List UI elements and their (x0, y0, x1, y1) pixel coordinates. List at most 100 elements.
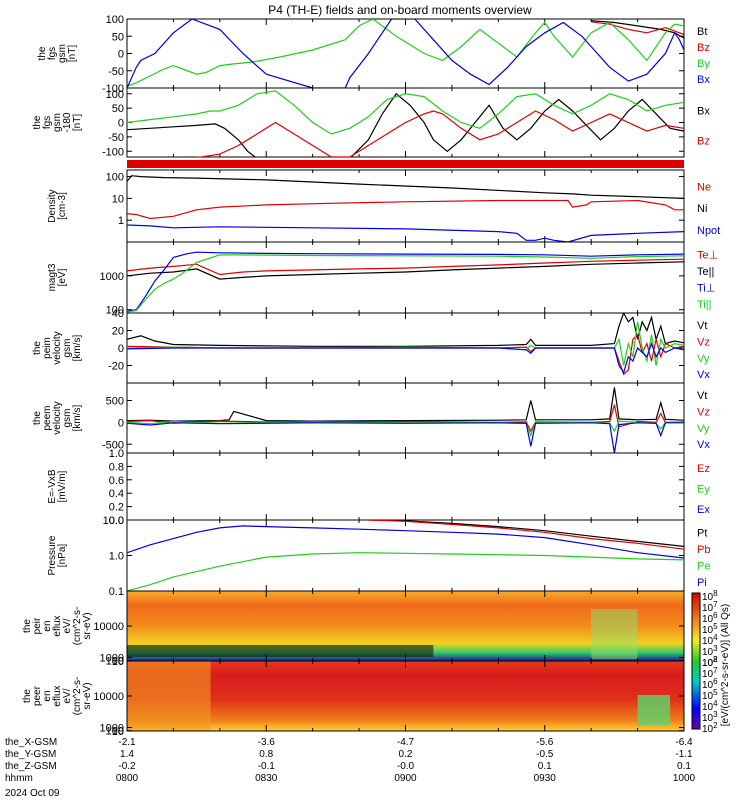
heat-patch (637, 695, 671, 725)
footer-value: -1.1 (675, 749, 693, 760)
axis-label: en (42, 690, 53, 701)
series-Vy (127, 321, 684, 366)
panel-temperature: 1000 100 magt3 [eV] Te⊥ Te|| Ti⊥ Ti|| (47, 241, 718, 317)
ytick-label: 0 (118, 417, 124, 429)
footer-row-label: the_Y-GSM (5, 749, 56, 760)
axis-label: peem (42, 405, 53, 430)
ytick-label: 10000 (93, 691, 124, 703)
ytick-label: 0 (118, 343, 124, 355)
axis-label: the (32, 115, 43, 129)
axis-label: gsm (62, 339, 73, 358)
legend-Ni: Ni (697, 203, 707, 215)
legend-Bx: Bx (697, 106, 710, 118)
ytick-label: -100 (102, 83, 124, 95)
footer-value: 0.1 (538, 761, 552, 772)
ytick-label: 500 (106, 396, 124, 408)
ytick-label: 100 (106, 14, 124, 26)
footer-value: -3.6 (258, 737, 276, 748)
series-Pb (368, 520, 684, 550)
series-Vt (127, 387, 684, 422)
series-Vx (127, 341, 684, 374)
legend-Bx: Bx (697, 74, 710, 86)
legend-Pt: Pt (697, 527, 707, 539)
panel-peim_velocity: 40 20 0 -20 the peim velocity gsm [km/s] Vt Vz Vy Vx (32, 308, 710, 384)
series-Ti⊥ (127, 251, 684, 312)
footer-value: 0900 (394, 773, 417, 784)
axis-label: [mV/m] (57, 470, 68, 502)
panel-frame (126, 382, 685, 454)
legend-Npot: Npot (697, 225, 720, 237)
ytick-label: 1 (118, 215, 124, 227)
series-Vz (127, 404, 684, 433)
footer-value: -0.0 (397, 761, 415, 772)
panel-peem_velocity: 500 0 -500 the peem velocity gsm [km/s] Vt Vz Vy Vx (32, 382, 710, 454)
axis-label: magt3 (47, 263, 58, 291)
axis-label: the (32, 411, 43, 425)
axis-label: gsm (62, 409, 73, 428)
footer-value: -0.2 (118, 761, 136, 772)
colorbar-tick-top: 103 (702, 644, 718, 658)
footer-value: 0.8 (259, 749, 273, 760)
ytick-label: 1000 (100, 723, 124, 735)
footer-value: 1000 (673, 773, 696, 784)
axis-label: eflux (52, 615, 63, 636)
footer-value: -5.6 (536, 737, 554, 748)
footer-value: 0830 (255, 773, 278, 784)
ytick-label: -50 (108, 66, 124, 78)
ytick-label: 50 (112, 31, 124, 43)
heat-low-band (127, 645, 434, 657)
legend-Te||: Te|| (697, 266, 714, 278)
heat-early (127, 661, 211, 731)
ytick-label: 0 (118, 49, 124, 61)
panel-fgs_gsm: 100 50 0 -50 -100 the fgs gsm [nT] Bt Bz By Bx (37, 14, 710, 95)
colorbar-tick-top: 107 (702, 600, 718, 614)
footer-value: -0.5 (536, 749, 554, 760)
axis-label: the (37, 46, 48, 60)
ytick-label: 10 (112, 726, 124, 738)
ytick-label: -100 (102, 146, 124, 158)
ytick-label: 10 (112, 193, 124, 205)
series-By (127, 19, 684, 87)
axis-label: E=-VxB (47, 469, 58, 504)
colorbar-tick-bottom: 102 (702, 721, 718, 735)
footer-value: 0.1 (677, 761, 691, 772)
series-Ne (127, 199, 684, 220)
legend-Ne: Ne (697, 181, 711, 193)
footer-row-label: the_Z-GSM (5, 761, 57, 772)
ytick-label: 0.6 (109, 475, 124, 487)
axis-label: sr-eV) (82, 612, 93, 639)
axis-label: the (22, 689, 33, 703)
ytick-label: 0.2 (109, 502, 124, 514)
ytick-label: 20 (112, 326, 124, 338)
footer-value: -2.1 (118, 737, 136, 748)
axis-label: peer (32, 685, 43, 706)
footer: the_X-GSMthe_Y-GSMthe_Z-GSMhhmm-2.11.4-0… (5, 737, 696, 784)
colorbar-tick-bottom: 106 (702, 677, 718, 691)
colorbar-tick-bottom: 107 (702, 666, 718, 680)
ytick-label: 0.0 (109, 515, 124, 527)
ytick-label: 0.1 (109, 586, 124, 598)
legend-Ti||: Ti|| (697, 299, 711, 311)
series-Bx (127, 92, 684, 157)
footer-value: 1.4 (120, 749, 134, 760)
series-Npot (127, 224, 684, 242)
series-Bz (193, 110, 684, 157)
legend-Vx: Vx (697, 369, 710, 381)
colorbar-tick-bottom: 103 (702, 710, 718, 724)
axis-label: velocity (52, 331, 63, 364)
axis-label: en (42, 620, 53, 631)
series-By (127, 90, 684, 135)
axis-label: Density (47, 189, 58, 222)
date-label: 2024 Oct 09 (5, 788, 60, 799)
series-Pe (127, 552, 684, 591)
ytick-label: 100 (106, 172, 124, 184)
axis-label: [nT] (67, 45, 78, 62)
colorbar-bar (691, 592, 701, 730)
ytick-label: 0.4 (109, 488, 124, 500)
legend-Bt: Bt (697, 26, 707, 38)
footer-value: -0.1 (258, 761, 276, 772)
panel-frame (126, 452, 685, 521)
axis-label: peim (42, 337, 53, 359)
